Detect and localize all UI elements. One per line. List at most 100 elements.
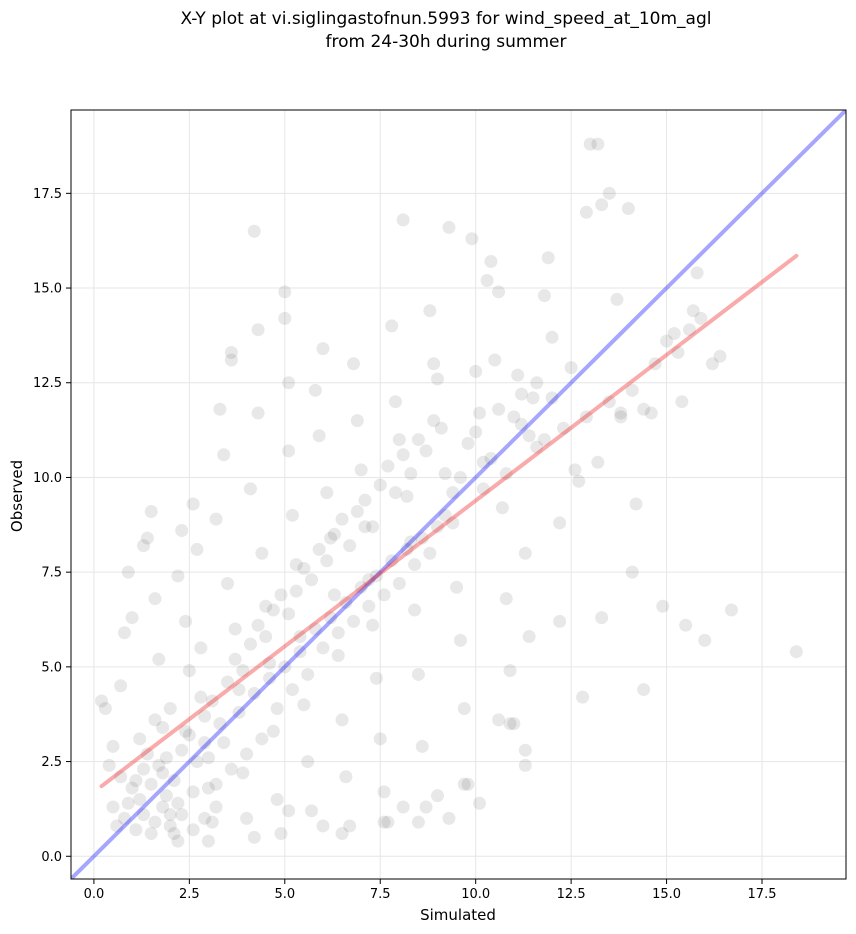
data-point — [316, 819, 330, 833]
data-point — [152, 758, 166, 772]
data-point — [201, 781, 215, 795]
data-point — [133, 792, 147, 806]
data-point — [282, 607, 296, 621]
data-point — [408, 558, 422, 572]
data-point — [442, 220, 456, 234]
data-point — [266, 603, 280, 617]
data-point — [209, 800, 223, 814]
data-point — [148, 713, 162, 727]
data-point — [518, 546, 532, 560]
data-point — [556, 421, 570, 435]
data-point — [377, 815, 391, 829]
data-point — [228, 622, 242, 636]
data-point — [469, 364, 483, 378]
x-axis-label: Simulated — [420, 906, 496, 924]
x-tick-label: 17.5 — [748, 887, 777, 902]
data-point — [564, 361, 578, 375]
data-point — [541, 251, 555, 265]
x-tick-label: 10.0 — [461, 887, 490, 902]
data-point — [125, 781, 139, 795]
data-point — [492, 402, 506, 416]
data-point — [392, 433, 406, 447]
x-tick-label: 7.5 — [370, 887, 391, 902]
data-point — [369, 671, 383, 685]
data-point — [274, 827, 288, 841]
data-point — [236, 664, 250, 678]
data-point — [614, 410, 628, 424]
data-point — [285, 508, 299, 522]
data-point — [129, 823, 143, 837]
data-point — [110, 819, 124, 833]
data-point — [469, 425, 483, 439]
y-tick-label: 10.0 — [33, 471, 62, 486]
data-point — [301, 667, 315, 681]
data-point — [442, 811, 456, 825]
data-point — [415, 531, 429, 545]
x-tick-label: 12.5 — [557, 887, 586, 902]
data-point — [121, 565, 135, 579]
data-point — [724, 603, 738, 617]
data-point — [117, 626, 131, 640]
data-point — [236, 766, 250, 780]
data-point — [343, 539, 357, 553]
x-tick-label: 15.0 — [652, 887, 681, 902]
data-point — [518, 758, 532, 772]
data-point — [320, 486, 334, 500]
y-tick-label: 5.0 — [41, 660, 62, 675]
data-point — [140, 531, 154, 545]
data-point — [514, 387, 528, 401]
data-point — [369, 569, 383, 583]
data-point — [408, 603, 422, 617]
data-point — [385, 319, 399, 333]
data-point — [427, 357, 441, 371]
data-point — [492, 713, 506, 727]
data-point — [625, 383, 639, 397]
data-point — [137, 808, 151, 822]
data-point — [217, 448, 231, 462]
data-point — [602, 395, 616, 409]
data-point — [385, 554, 399, 568]
chart-title-line2: from 24-30h during summer — [325, 32, 567, 52]
data-point — [366, 520, 380, 534]
data-point — [148, 592, 162, 606]
data-point — [411, 667, 425, 681]
data-point — [144, 505, 158, 519]
data-point — [137, 539, 151, 553]
data-point — [404, 467, 418, 481]
data-point — [259, 630, 273, 644]
data-point — [350, 505, 364, 519]
data-point — [667, 327, 681, 341]
data-point — [167, 827, 181, 841]
data-point — [446, 516, 460, 530]
data-point — [530, 440, 544, 454]
data-point — [129, 774, 143, 788]
data-point — [465, 232, 479, 246]
data-point — [362, 573, 376, 587]
data-point — [213, 402, 227, 416]
y-tick-label: 0.0 — [41, 850, 62, 865]
data-point — [537, 289, 551, 303]
fit-line — [99, 253, 799, 789]
data-point — [121, 796, 135, 810]
data-point — [232, 683, 246, 697]
data-point — [484, 255, 498, 269]
data-point — [335, 713, 349, 727]
data-point — [98, 702, 112, 716]
data-point — [175, 523, 189, 537]
x-tick-label: 0.0 — [84, 887, 105, 902]
data-point — [278, 311, 292, 325]
data-point — [354, 463, 368, 477]
data-point — [457, 702, 471, 716]
data-point — [614, 406, 628, 420]
data-point — [106, 739, 120, 753]
data-point — [163, 819, 177, 833]
data-point — [152, 652, 166, 666]
data-point — [186, 823, 200, 837]
data-point — [186, 497, 200, 511]
data-point — [423, 546, 437, 560]
data-point — [671, 345, 685, 359]
data-point — [450, 580, 464, 594]
data-point — [579, 205, 593, 219]
data-point — [389, 395, 403, 409]
data-point — [335, 827, 349, 841]
